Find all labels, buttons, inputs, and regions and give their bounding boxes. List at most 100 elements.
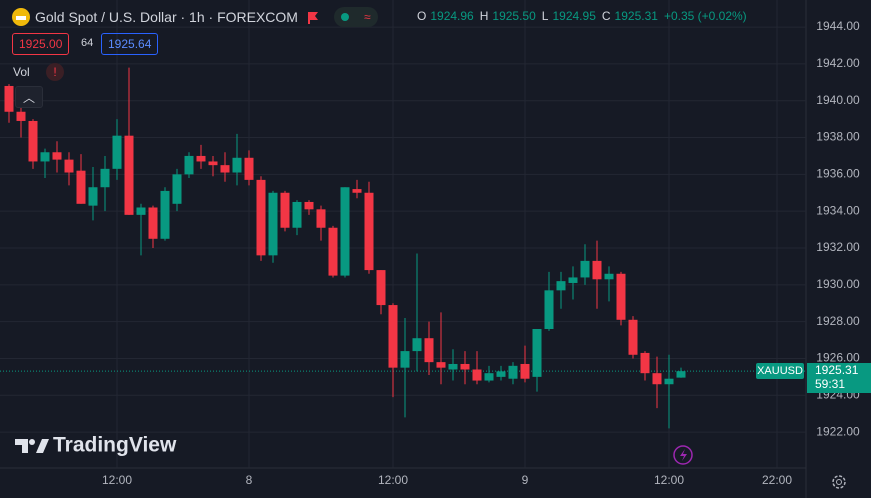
candle-body: [376, 270, 386, 306]
x-tick-label: 12:00: [654, 473, 684, 487]
candle-body: [160, 190, 170, 239]
y-tick-label: 1934.00: [816, 203, 860, 217]
candle-body: [628, 319, 638, 355]
flag: [307, 12, 318, 24]
tv-logo: [15, 439, 49, 453]
flag-icon[interactable]: [306, 10, 320, 24]
candle-body: [664, 378, 674, 385]
x-tick-label: 12:00: [102, 473, 132, 487]
candle-body: [412, 338, 422, 352]
settings-icon-center: [836, 479, 842, 485]
candle-body: [52, 152, 62, 160]
y-tick-label: 1940.00: [816, 93, 860, 107]
candle-body: [292, 201, 302, 228]
last-price: 1925.31: [815, 363, 859, 378]
candle-body: [568, 277, 578, 283]
candle-body: [460, 363, 470, 370]
coin-bar: [16, 16, 26, 20]
event-icon[interactable]: [673, 445, 693, 465]
candle-body: [148, 207, 158, 239]
ohlc-key: L: [541, 9, 549, 23]
ohlc-value: 1924.96: [430, 9, 474, 23]
event-icon-bolt: [680, 449, 687, 461]
settings-icon[interactable]: [832, 475, 846, 489]
candle-body: [592, 260, 602, 280]
candle-body: [364, 192, 374, 271]
candle-body: [388, 305, 398, 368]
symbol-price-tag: XAUUSD: [756, 363, 804, 380]
logo-mark: [36, 439, 49, 453]
candle-body: [280, 192, 290, 228]
candle-body: [580, 260, 590, 278]
candle-body: [316, 209, 326, 228]
candle-body: [484, 373, 494, 381]
y-tick-label: 1930.00: [816, 277, 860, 291]
candle-body: [436, 362, 446, 368]
candle-body: [16, 111, 26, 121]
y-tick-label: 1944.00: [816, 19, 860, 33]
status-dot: [341, 13, 350, 21]
ohlc-key: C: [601, 9, 611, 23]
candle-body: [172, 174, 182, 204]
candle-body: [472, 369, 482, 381]
candle-body: [124, 135, 134, 215]
candle-body: [244, 157, 254, 180]
ohlc-value: 1925.31: [614, 9, 658, 23]
spread: 64: [81, 37, 94, 49]
volume-label: Vol: [13, 65, 30, 79]
ohlc-legend: O 1924.96 H 1925.50 L 1924.95 C 1925.31 +0.35 (+…: [417, 9, 749, 23]
y-tick-label: 1928.00: [816, 314, 860, 328]
watermark: TradingView: [53, 434, 177, 457]
candle-body: [232, 157, 242, 173]
candle-body: [40, 152, 50, 162]
candle-body: [304, 201, 314, 210]
candle-body: [208, 161, 218, 166]
candle-body: [676, 371, 686, 378]
candle-body: [340, 187, 350, 276]
y-tick-label: 1926.00: [816, 351, 860, 365]
candle-body: [184, 155, 194, 175]
grid: [0, 0, 806, 468]
countdown: 59:31: [815, 377, 846, 392]
logo-dot: [29, 439, 35, 445]
x-tick-label: 9: [522, 473, 529, 487]
candle-body: [556, 281, 566, 291]
y-tick-label: 1922.00: [816, 424, 860, 438]
warning-icon[interactable]: !: [46, 63, 64, 81]
symbol-title[interactable]: Gold Spot / U.S. Dollar · 1h · FOREXCOM: [35, 9, 298, 25]
candle-body: [76, 170, 86, 204]
bid-price[interactable]: 1925.00: [12, 33, 70, 55]
ohlc-key: H: [479, 9, 489, 23]
candles: [4, 67, 686, 429]
axes: 1922.001924.001926.001928.001930.001932.…: [102, 19, 860, 487]
candle-body: [220, 165, 230, 173]
collapse-button[interactable]: ︿: [15, 86, 43, 108]
candle-body: [520, 363, 530, 379]
candle-body: [424, 338, 434, 363]
symbol-icon: [12, 8, 30, 26]
candle-body: [640, 352, 650, 374]
symbol-header: Gold Spot / U.S. Dollar · 1h · FOREXCOM …: [12, 7, 378, 27]
candle-body: [28, 120, 38, 162]
status-icon: ≈: [364, 10, 371, 24]
candle-body: [616, 273, 626, 320]
ohlc-value: 1925.50: [492, 9, 536, 23]
candle-body: [4, 85, 14, 112]
y-tick-label: 1936.00: [816, 167, 860, 181]
candle-body: [256, 179, 266, 256]
y-tick-label: 1938.00: [816, 130, 860, 144]
ask-price[interactable]: 1925.64: [101, 33, 159, 55]
candle-body: [544, 290, 554, 329]
logo-mark: [15, 439, 28, 453]
x-tick-label: 12:00: [378, 473, 408, 487]
candle-body: [652, 373, 662, 385]
last-price-tag: 1925.31 59:31: [807, 363, 871, 394]
candle-body: [400, 351, 410, 368]
candle-body: [64, 159, 74, 173]
market-status[interactable]: ≈: [333, 7, 378, 27]
candle-body: [508, 365, 518, 379]
candle-body: [136, 207, 146, 215]
candle-body: [196, 155, 206, 162]
